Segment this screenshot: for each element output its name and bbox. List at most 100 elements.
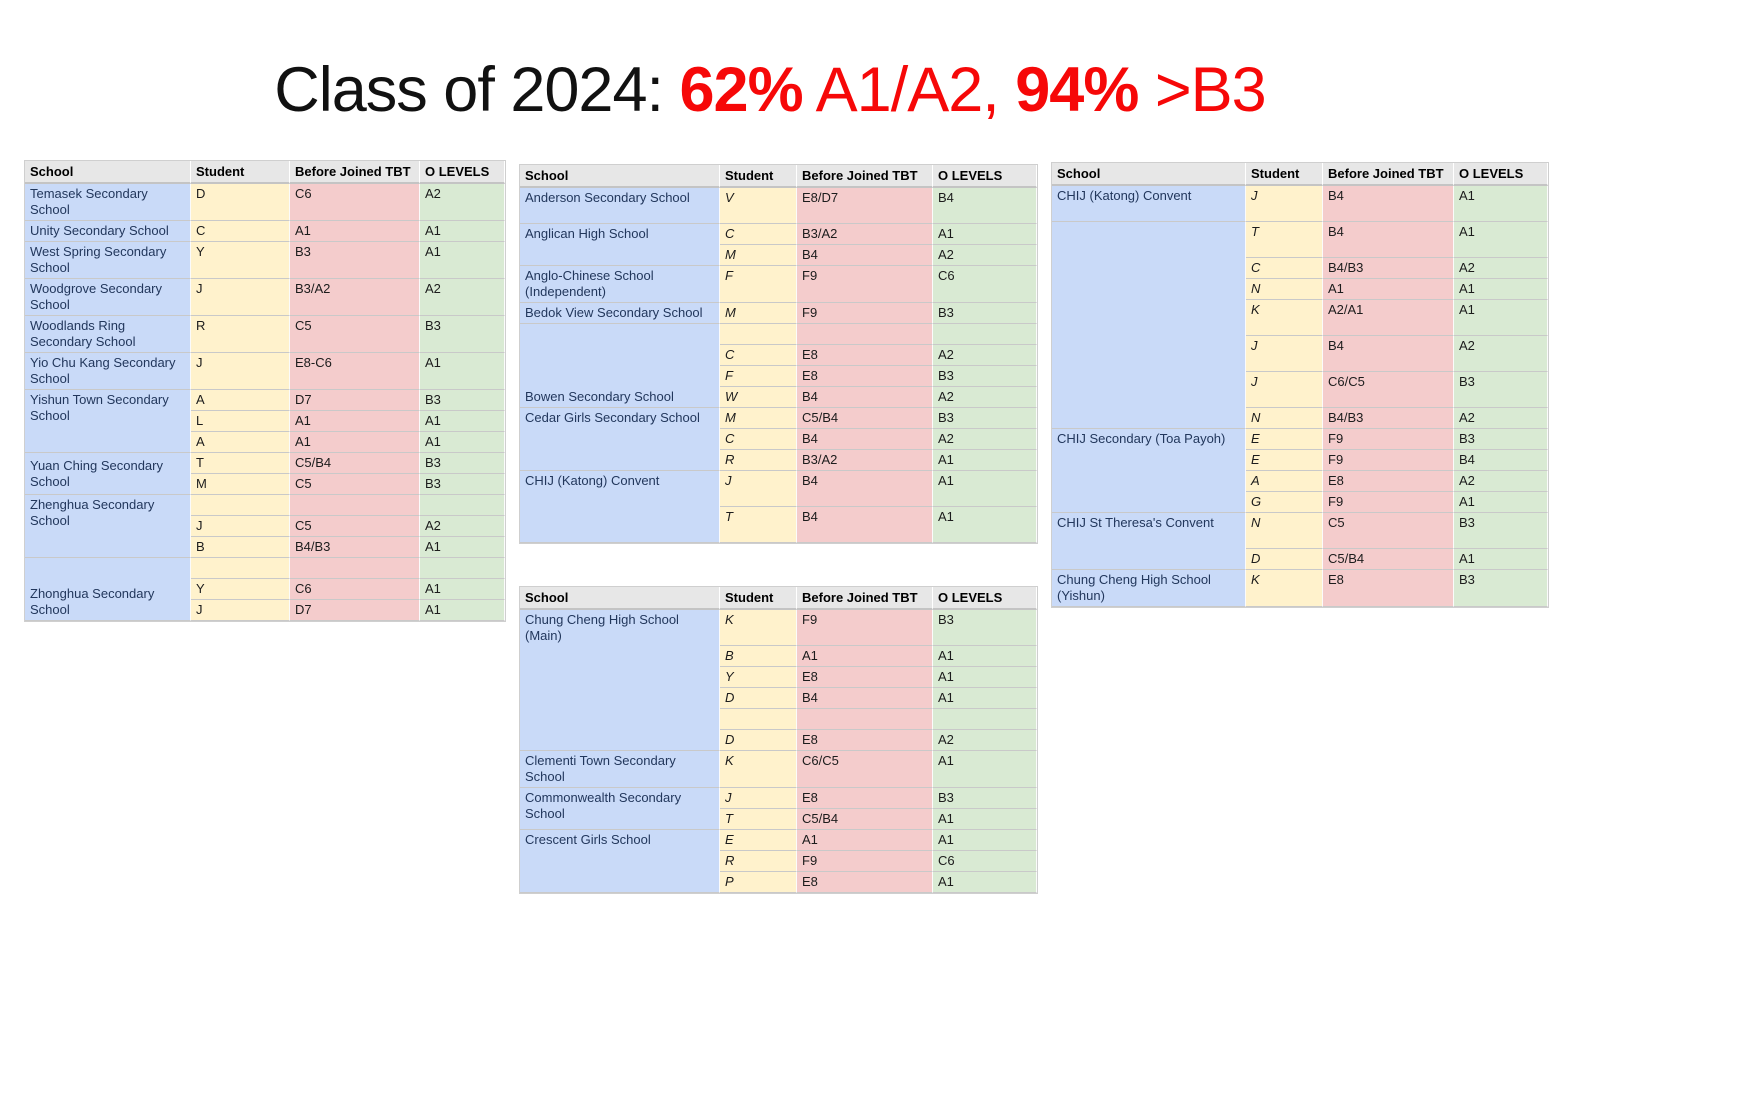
before-joined-tbt-cell: B3/A2 (290, 279, 420, 316)
before-joined-tbt-cell: E8 (797, 872, 933, 893)
before-joined-tbt-cell (290, 558, 420, 579)
table-row: Bedok View Secondary School M F9 B3 (520, 303, 1037, 324)
column-header: Student (720, 165, 797, 188)
before-joined-tbt-cell: A1 (1323, 279, 1454, 300)
before-joined-tbt-cell: C5/B4 (797, 809, 933, 830)
o-levels-cell: C6 (933, 266, 1037, 303)
before-joined-tbt-cell: A1 (290, 221, 420, 242)
before-joined-tbt-cell: A1 (797, 830, 933, 851)
o-levels-cell: B3 (933, 366, 1037, 387)
table-row: A E8 A2 (1052, 471, 1548, 492)
before-joined-tbt-cell: B4 (1323, 222, 1454, 258)
school-cell (1052, 222, 1246, 429)
before-joined-tbt-cell: F9 (797, 266, 933, 303)
table-row: Commonwealth Secondary School J E8 B3 (520, 788, 1037, 830)
column-header: O LEVELS (933, 587, 1037, 610)
before-joined-tbt-cell: B4 (797, 429, 933, 450)
before-joined-tbt-cell: B4 (797, 387, 933, 408)
o-levels-cell: B3 (420, 453, 505, 474)
before-joined-tbt-cell: C6 (290, 579, 420, 600)
o-levels-cell: B3 (933, 788, 1037, 809)
header-row: School Student Before Joined TBT O LEVELS (25, 161, 505, 184)
table-row: C B4 A2 (520, 429, 1037, 450)
table-row: Woodgrove Secondary School J B3/A2 A2 (25, 279, 505, 316)
school-cell: Unity Secondary School (25, 221, 191, 242)
o-levels-cell: A2 (1454, 471, 1548, 492)
o-levels-cell: A2 (933, 345, 1037, 366)
student-cell: L (191, 411, 290, 432)
o-levels-cell: C6 (933, 851, 1037, 872)
before-joined-tbt-cell: F9 (797, 303, 933, 324)
table-row: J C6/C5 B3 (1052, 372, 1548, 408)
student-cell: C (191, 221, 290, 242)
table-row: Cedar Girls Secondary School M C5/B4 B3 (520, 408, 1037, 471)
column-header: School (520, 587, 720, 610)
school-cell: Yishun Town Secondary School (25, 390, 191, 453)
student-cell: M (191, 474, 290, 495)
o-levels-cell: A1 (933, 646, 1037, 667)
header-row: School Student Before Joined TBT O LEVELS (520, 587, 1037, 610)
o-levels-cell: A1 (933, 830, 1037, 851)
table-row: Crescent Girls School E A1 A1 (520, 830, 1037, 893)
results-table-middle-top: School Student Before Joined TBT O LEVELS An… (519, 164, 1038, 544)
o-levels-cell: A1 (933, 809, 1037, 830)
o-levels-cell: A1 (420, 411, 505, 432)
school-cell: Yuan Ching Secondary School (25, 453, 191, 495)
before-joined-tbt-cell: E8 (797, 345, 933, 366)
table-row: R F9 C6 (520, 851, 1037, 872)
o-levels-cell: A2 (933, 429, 1037, 450)
results-table-left: School Student Before Joined TBT O LEVELS Te… (24, 160, 506, 622)
student-cell (720, 324, 797, 345)
student-cell: V (720, 188, 797, 224)
o-levels-cell: A2 (1454, 336, 1548, 372)
o-levels-cell: B3 (420, 390, 505, 411)
o-levels-cell: A2 (420, 279, 505, 316)
school-cell: Commonwealth Secondary School (520, 788, 720, 830)
school-cell: Zhenghua Secondary School (25, 495, 191, 558)
before-joined-tbt-cell: F9 (1323, 492, 1454, 513)
before-joined-tbt-cell: E8 (797, 788, 933, 809)
student-cell: D (720, 730, 797, 751)
title-segment: 94% (1015, 55, 1139, 125)
o-levels-cell: A1 (933, 688, 1037, 709)
school-cell: Crescent Girls School (520, 830, 720, 893)
table-row: N B4/B3 A2 (1052, 408, 1548, 429)
table-row: T C5/B4 A1 (520, 809, 1037, 830)
student-cell: T (1246, 222, 1323, 258)
o-levels-cell (420, 495, 505, 516)
before-joined-tbt-cell: E8 (797, 730, 933, 751)
school-cell: CHIJ Secondary (Toa Payoh) (1052, 429, 1246, 513)
student-cell: C (1246, 258, 1323, 279)
student-cell: C (720, 224, 797, 245)
o-levels-cell: B3 (420, 474, 505, 495)
table-row: A A1 A1 (25, 432, 505, 453)
before-joined-tbt-cell: C5/B4 (797, 408, 933, 429)
before-joined-tbt-cell: C6 (290, 184, 420, 221)
student-cell: F (720, 266, 797, 303)
student-cell: D (191, 184, 290, 221)
o-levels-cell: A2 (933, 387, 1037, 408)
o-levels-cell: B3 (1454, 429, 1548, 450)
table-row: Anglo-Chinese School (Independent) F F9 C6 (520, 266, 1037, 303)
before-joined-tbt-cell: C5 (290, 474, 420, 495)
student-cell: E (720, 830, 797, 851)
before-joined-tbt-cell: B4/B3 (1323, 408, 1454, 429)
o-levels-cell: A1 (420, 353, 505, 390)
o-levels-cell: A1 (933, 667, 1037, 688)
student-cell: K (1246, 570, 1323, 607)
o-levels-cell: A1 (933, 507, 1037, 543)
table-row: Clementi Town Secondary School K C6/C5 A1 (520, 751, 1037, 788)
before-joined-tbt-cell: C6/C5 (797, 751, 933, 788)
table-row: CHIJ Secondary (Toa Payoh) E F9 B3 (1052, 429, 1548, 513)
table-row: F E8 B3 (520, 366, 1037, 387)
o-levels-cell: A2 (1454, 408, 1548, 429)
student-cell: A (191, 432, 290, 453)
student-cell: B (720, 646, 797, 667)
before-joined-tbt-cell: F9 (797, 610, 933, 646)
before-joined-tbt-cell: B3 (290, 242, 420, 279)
table-row: Anderson Secondary School V E8/D7 B4 (520, 188, 1037, 224)
table-row: D C5/B4 A1 (1052, 549, 1548, 570)
table-row: R B3/A2 A1 (520, 450, 1037, 471)
before-joined-tbt-cell: D7 (290, 600, 420, 621)
table-row: P E8 A1 (520, 872, 1037, 893)
